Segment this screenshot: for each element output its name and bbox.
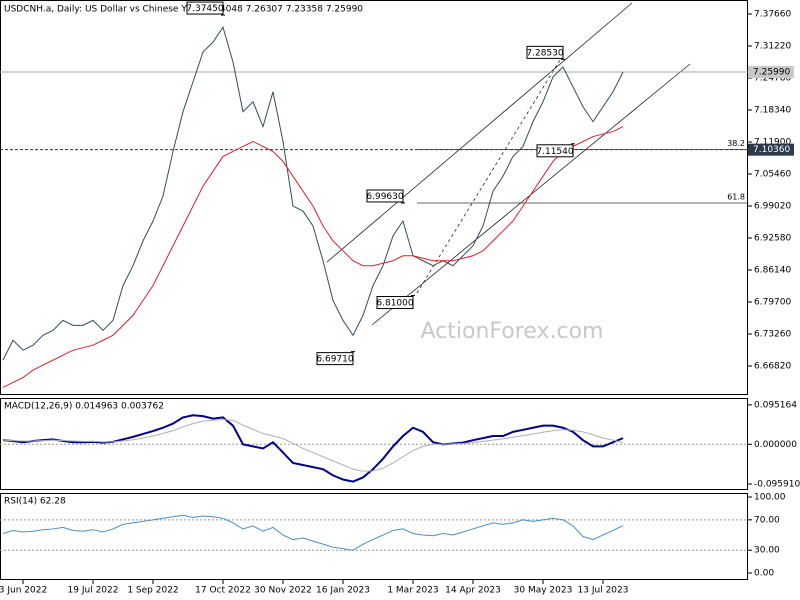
series-line — [2, 126, 624, 388]
y-tick-label: 7.24780 — [754, 74, 791, 84]
y-tick-label: 6.66820 — [754, 361, 791, 371]
y-tick-label: 100.00 — [754, 493, 786, 503]
y-tick-label: 0.000000 — [754, 440, 797, 450]
y-tick-label: 7.05460 — [754, 169, 791, 179]
y-tick-label: 0.095164 — [754, 400, 797, 410]
chart-title: USDCNH.a, Daily: US Dollar vs Chinese Yu… — [4, 5, 363, 15]
x-tick-label: 13 Jul 2023 — [578, 586, 629, 596]
annotation-label: 7.28530 — [526, 48, 563, 58]
x-tick-label: 30 May 2023 — [514, 586, 573, 596]
fib-label: 38.2 — [727, 139, 745, 148]
y-tick-label: 0.00 — [754, 569, 774, 579]
y-tick-label: 70.00 — [754, 515, 780, 525]
rsi-title: RSI(14) 62.28 — [4, 497, 66, 507]
y-tick-label: 7.11900 — [754, 138, 791, 148]
y-tick-label: 7.18340 — [754, 106, 791, 116]
x-tick-label: 19 Jul 2022 — [68, 586, 119, 596]
series-line — [2, 514, 624, 551]
annotation-box — [366, 189, 404, 203]
x-tick-label: 16 Jan 2023 — [316, 586, 370, 596]
macd-title: MACD(12,26,9) 0.014963 0.003762 — [4, 402, 164, 412]
annotation-box — [376, 296, 414, 310]
annotation-label: 7.37450 — [186, 4, 223, 14]
price-tag-label: 7.10360 — [753, 145, 790, 155]
y-tick-label: 7.31220 — [754, 42, 791, 52]
fib-label: 61.8 — [727, 192, 745, 201]
y-tick-label: 7.37660 — [754, 10, 791, 20]
price-tag — [748, 65, 794, 78]
rsi-panel — [0, 493, 748, 580]
watermark: ActionForex.com — [421, 319, 604, 344]
annotation-box — [316, 352, 354, 366]
x-tick-label: 1 Sep 2022 — [127, 586, 178, 596]
channel-upper — [326, 2, 633, 263]
series-line — [2, 414, 624, 483]
annotation-label: 6.69710 — [316, 355, 353, 365]
x-tick-label: 1 Mar 2023 — [387, 586, 438, 596]
annotation-box — [186, 1, 224, 15]
annotation-label: 6.81000 — [376, 299, 413, 309]
y-tick-label: 6.79700 — [754, 297, 791, 307]
y-tick-label: 6.73260 — [754, 329, 791, 339]
y-tick-label: 6.99020 — [754, 201, 791, 211]
y-tick-label: 6.92580 — [754, 233, 791, 243]
series-line — [2, 418, 624, 472]
price-tag-label: 7.25990 — [753, 67, 790, 77]
x-tick-label: 30 Nov 2022 — [254, 586, 312, 596]
annotation-box — [536, 144, 574, 158]
y-tick-label: 6.86140 — [754, 265, 791, 275]
price-tag — [748, 143, 794, 156]
x-tick-label: 17 Oct 2022 — [195, 586, 251, 596]
y-tick-label: 30.00 — [754, 546, 780, 556]
annotation-box — [526, 45, 564, 59]
x-tick-label: 14 Apr 2023 — [445, 586, 501, 596]
series-line — [2, 26, 624, 361]
x-tick-label: 3 Jun 2022 — [0, 586, 47, 596]
annotation-label: 7.11540 — [536, 147, 573, 157]
y-tick-label: -0.095910 — [754, 480, 800, 490]
annotation-label: 6.99630 — [366, 192, 403, 202]
price-panel — [0, 0, 748, 395]
